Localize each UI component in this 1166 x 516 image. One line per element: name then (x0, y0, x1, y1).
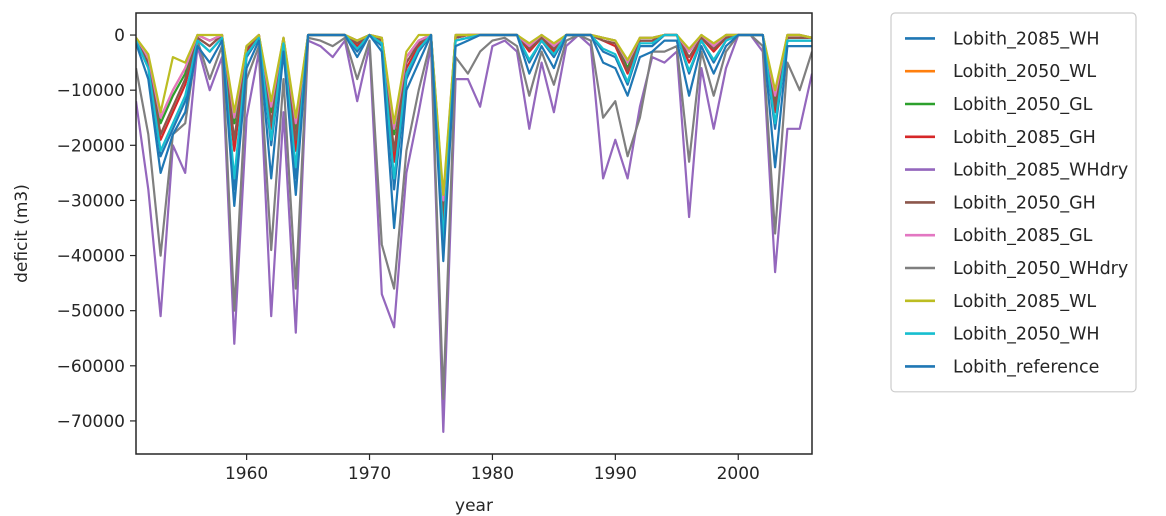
y-tick-label: −30000 (57, 191, 125, 211)
legend-entry-label: Lobith_2085_GL (953, 226, 1093, 246)
legend-entry-label: Lobith_2050_GL (953, 95, 1093, 115)
legend-entry-label: Lobith_2050_GH (953, 193, 1096, 213)
y-tick-label: −10000 (57, 81, 125, 101)
legend-entry-label: Lobith_2085_WH (953, 29, 1100, 49)
legend-entry-label: Lobith_2085_WL (953, 292, 1096, 312)
plot-frame (135, 12, 813, 455)
x-axis-label: year (455, 496, 493, 516)
legend: Lobith_2085_WH Lobith_2050_WL Lobith_2050_… (890, 12, 1137, 393)
x-tick-label: 1990 (594, 464, 637, 484)
legend-entry-label: Lobith_reference (953, 357, 1099, 377)
legend-entry-label: Lobith_2085_WHdry (953, 161, 1128, 181)
series-line-9 (136, 33, 812, 241)
y-axis-label: deficit (m3) (12, 184, 32, 283)
legend-entry-label: Lobith_2050_WHdry (953, 259, 1128, 279)
x-tick-label: 1960 (225, 464, 268, 484)
series-line-8 (136, 33, 812, 196)
legend-box (890, 12, 1137, 393)
series-line-10 (136, 33, 812, 263)
y-axis: 0 −10000 −20000 −30000 −40000 −50000 −60000 −70… (57, 26, 136, 432)
y-tick-label: −70000 (57, 412, 125, 432)
y-tick-label: −20000 (57, 136, 125, 156)
series-line-7 (136, 33, 812, 400)
y-tick-label: −40000 (57, 247, 125, 267)
legend-entry-label: Lobith_2085_GH (953, 128, 1096, 148)
y-tick-label: −50000 (57, 302, 125, 322)
legend-entry-label: Lobith_2050_WH (953, 325, 1100, 345)
legend-entry-label: Lobith_2050_WL (953, 62, 1096, 82)
x-tick-label: 1970 (348, 464, 391, 484)
x-axis: 1960 1970 1980 1990 2000 (225, 454, 760, 484)
y-tick-label: −60000 (57, 357, 125, 377)
x-tick-label: 1980 (471, 464, 514, 484)
series-line-4 (136, 33, 812, 433)
series-layer (136, 33, 812, 433)
x-tick-label: 2000 (717, 464, 760, 484)
y-tick-label: 0 (114, 26, 125, 46)
